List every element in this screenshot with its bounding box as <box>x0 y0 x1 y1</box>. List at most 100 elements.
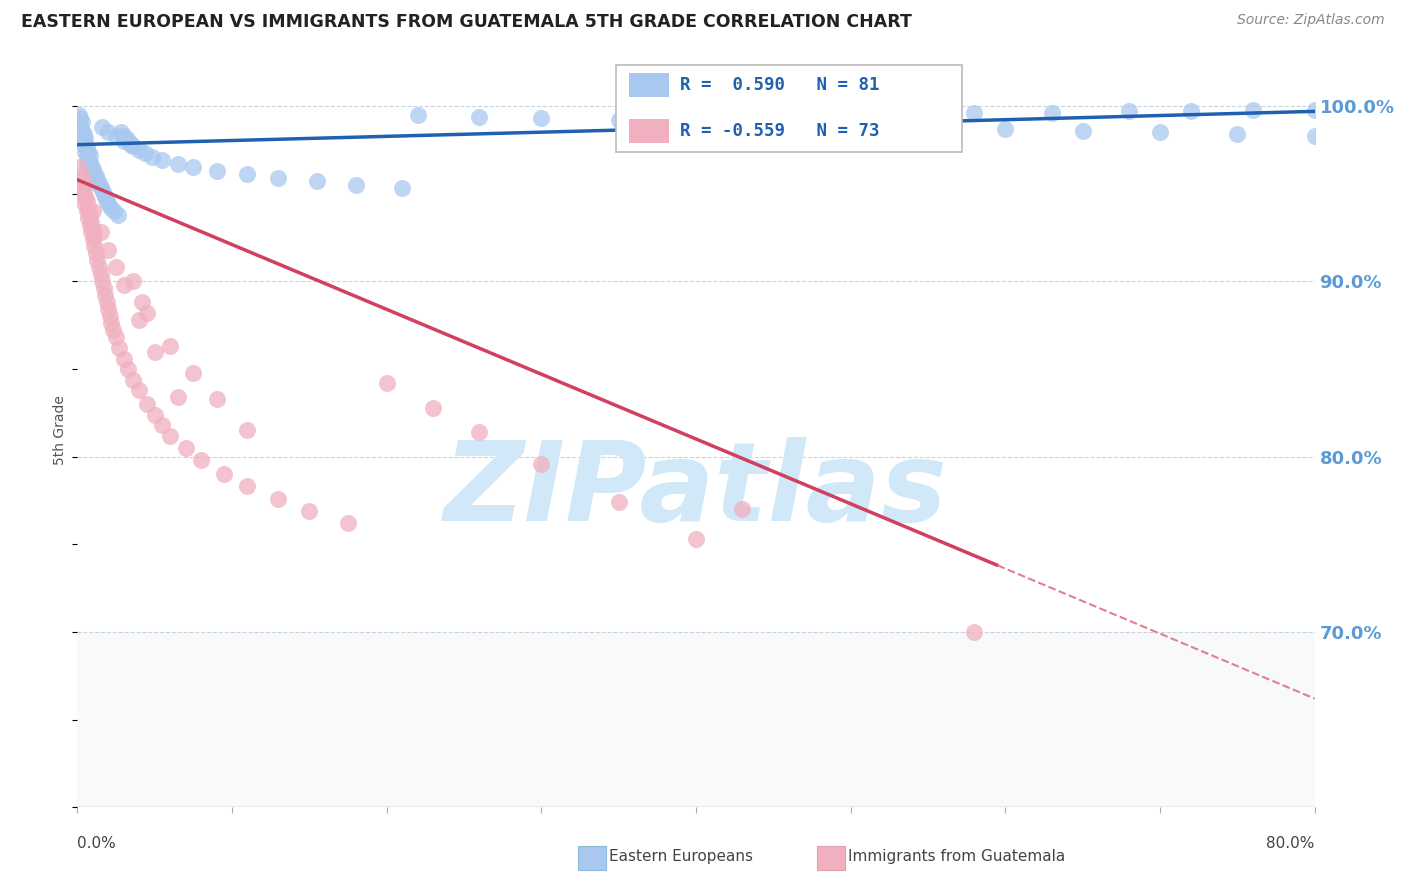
Point <box>886 104 908 119</box>
Point <box>93 281 115 295</box>
Bar <box>77 632 1315 807</box>
Point <box>214 467 236 482</box>
Point <box>67 108 90 122</box>
Text: 0.0%: 0.0% <box>77 836 117 851</box>
Point <box>69 112 91 126</box>
Point <box>90 179 112 194</box>
Point <box>76 194 98 208</box>
Point <box>963 106 986 120</box>
Point <box>97 125 120 139</box>
Point <box>122 274 145 288</box>
Point <box>190 453 212 467</box>
Point <box>80 225 103 239</box>
Point <box>141 150 163 164</box>
Point <box>69 181 91 195</box>
Point <box>77 145 100 159</box>
Point <box>134 146 156 161</box>
FancyBboxPatch shape <box>628 73 669 97</box>
Point <box>69 172 91 186</box>
Point <box>83 228 105 243</box>
Point <box>76 141 98 155</box>
Point <box>607 113 630 128</box>
Point <box>121 137 143 152</box>
Point <box>105 260 128 275</box>
Point <box>100 317 122 331</box>
Point <box>267 171 290 186</box>
Point <box>84 169 107 184</box>
Point <box>97 197 120 211</box>
Point <box>77 159 100 173</box>
Point <box>83 239 105 253</box>
Point <box>298 504 321 518</box>
Point <box>79 148 101 162</box>
Point <box>530 457 553 471</box>
Point <box>307 174 329 188</box>
Point <box>91 274 114 288</box>
Text: Immigrants from Guatemala: Immigrants from Guatemala <box>848 849 1066 863</box>
Point <box>391 181 413 195</box>
Point <box>115 132 138 146</box>
FancyBboxPatch shape <box>628 120 669 144</box>
Point <box>69 120 91 135</box>
Point <box>97 243 120 257</box>
Point <box>1071 123 1094 137</box>
Point <box>762 117 785 131</box>
Point <box>422 401 444 415</box>
Point <box>152 418 174 433</box>
Point <box>117 362 139 376</box>
Point <box>77 152 100 166</box>
Text: EASTERN EUROPEAN VS IMMIGRANTS FROM GUATEMALA 5TH GRADE CORRELATION CHART: EASTERN EUROPEAN VS IMMIGRANTS FROM GUAT… <box>21 13 912 31</box>
Text: ZIPatlas: ZIPatlas <box>444 437 948 544</box>
Point <box>152 153 174 168</box>
Point <box>112 277 135 292</box>
Point <box>86 253 108 268</box>
Point <box>105 330 128 344</box>
Point <box>91 183 114 197</box>
Point <box>1040 106 1063 120</box>
Point <box>97 302 120 317</box>
Point <box>70 115 93 129</box>
Point <box>75 145 96 159</box>
Point <box>75 178 96 192</box>
Point <box>70 169 93 184</box>
Point <box>86 172 108 186</box>
Y-axis label: 5th Grade: 5th Grade <box>53 395 67 466</box>
Point <box>1303 128 1326 143</box>
Point <box>159 428 181 442</box>
Text: 80.0%: 80.0% <box>1267 836 1315 851</box>
Point <box>344 178 367 192</box>
Point <box>82 222 104 236</box>
Point <box>406 108 429 122</box>
Point <box>98 310 121 324</box>
Point <box>468 110 491 124</box>
Point <box>96 194 118 208</box>
Point <box>267 491 290 506</box>
Point <box>80 159 103 173</box>
Point <box>205 164 228 178</box>
Point <box>167 157 190 171</box>
Point <box>101 323 124 337</box>
Point <box>103 204 125 219</box>
Point <box>122 373 145 387</box>
Point <box>107 208 129 222</box>
Point <box>80 166 103 180</box>
Point <box>963 624 986 639</box>
Point <box>77 211 100 226</box>
Point <box>1180 104 1202 119</box>
Point <box>76 148 98 162</box>
Point <box>183 366 205 380</box>
Point <box>79 155 101 169</box>
Point <box>112 351 135 366</box>
Point <box>70 179 93 194</box>
Point <box>96 295 118 310</box>
Point <box>67 161 90 175</box>
Point <box>87 260 110 275</box>
Text: Source: ZipAtlas.com: Source: ZipAtlas.com <box>1237 13 1385 28</box>
Point <box>76 204 98 219</box>
Point <box>468 425 491 439</box>
Point <box>82 204 104 219</box>
Text: Eastern Europeans: Eastern Europeans <box>609 849 752 863</box>
Point <box>82 232 104 246</box>
Point <box>110 125 132 139</box>
Point <box>607 495 630 509</box>
